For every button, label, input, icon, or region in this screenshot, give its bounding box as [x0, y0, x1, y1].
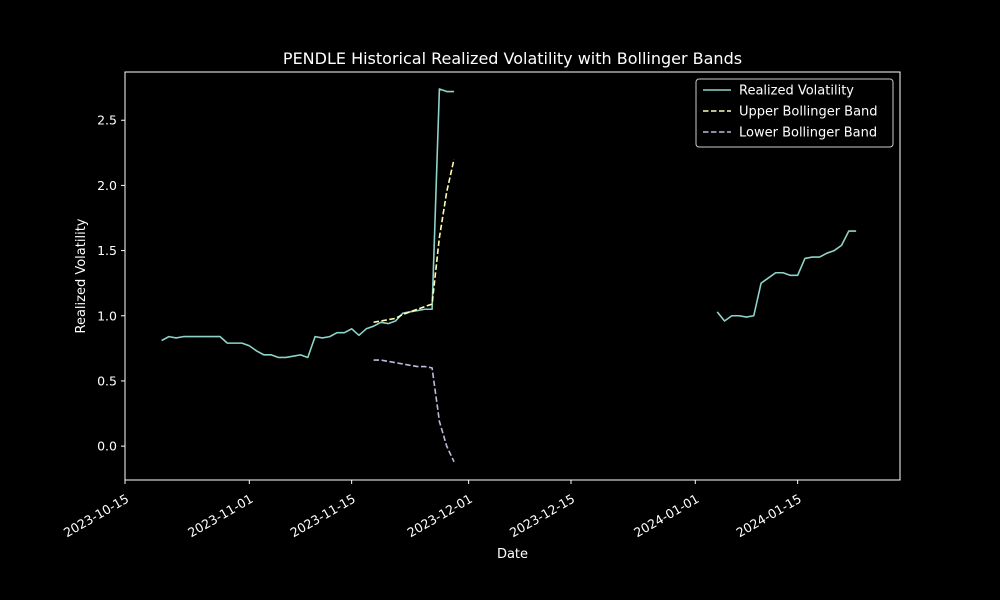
legend-label: Realized Volatility [739, 84, 854, 99]
series-line-upper-bollinger-band [373, 159, 455, 324]
y-tick-label: 1.0 [97, 308, 117, 323]
legend: Realized Volatility Upper Bollinger Band L… [695, 78, 894, 148]
legend-label: Upper Bollinger Band [739, 105, 878, 120]
chart-title: PENDLE Historical Realized Volatility wi… [283, 49, 742, 68]
series-layer [161, 88, 857, 463]
series-line-lower-bollinger-band [373, 359, 455, 463]
y-tick-label: 1.5 [97, 243, 117, 258]
y-tick-label: 0.0 [97, 439, 117, 454]
legend-box [695, 78, 894, 148]
y-axis-label: Realized Volatility [74, 218, 89, 333]
y-tick-label: 2.5 [97, 113, 117, 128]
x-axis-label: Date [497, 547, 528, 562]
series-line-realized-volatility [716, 230, 857, 322]
y-tick-label: 0.5 [97, 373, 117, 388]
y-axis: 0.0 0.5 1.0 1.5 2.0 2.5 [97, 113, 125, 454]
legend-label: Lower Bollinger Band [739, 126, 877, 141]
y-tick-label: 2.0 [97, 178, 117, 193]
plot-frame [124, 71, 901, 481]
series-line-realized-volatility [161, 88, 455, 359]
